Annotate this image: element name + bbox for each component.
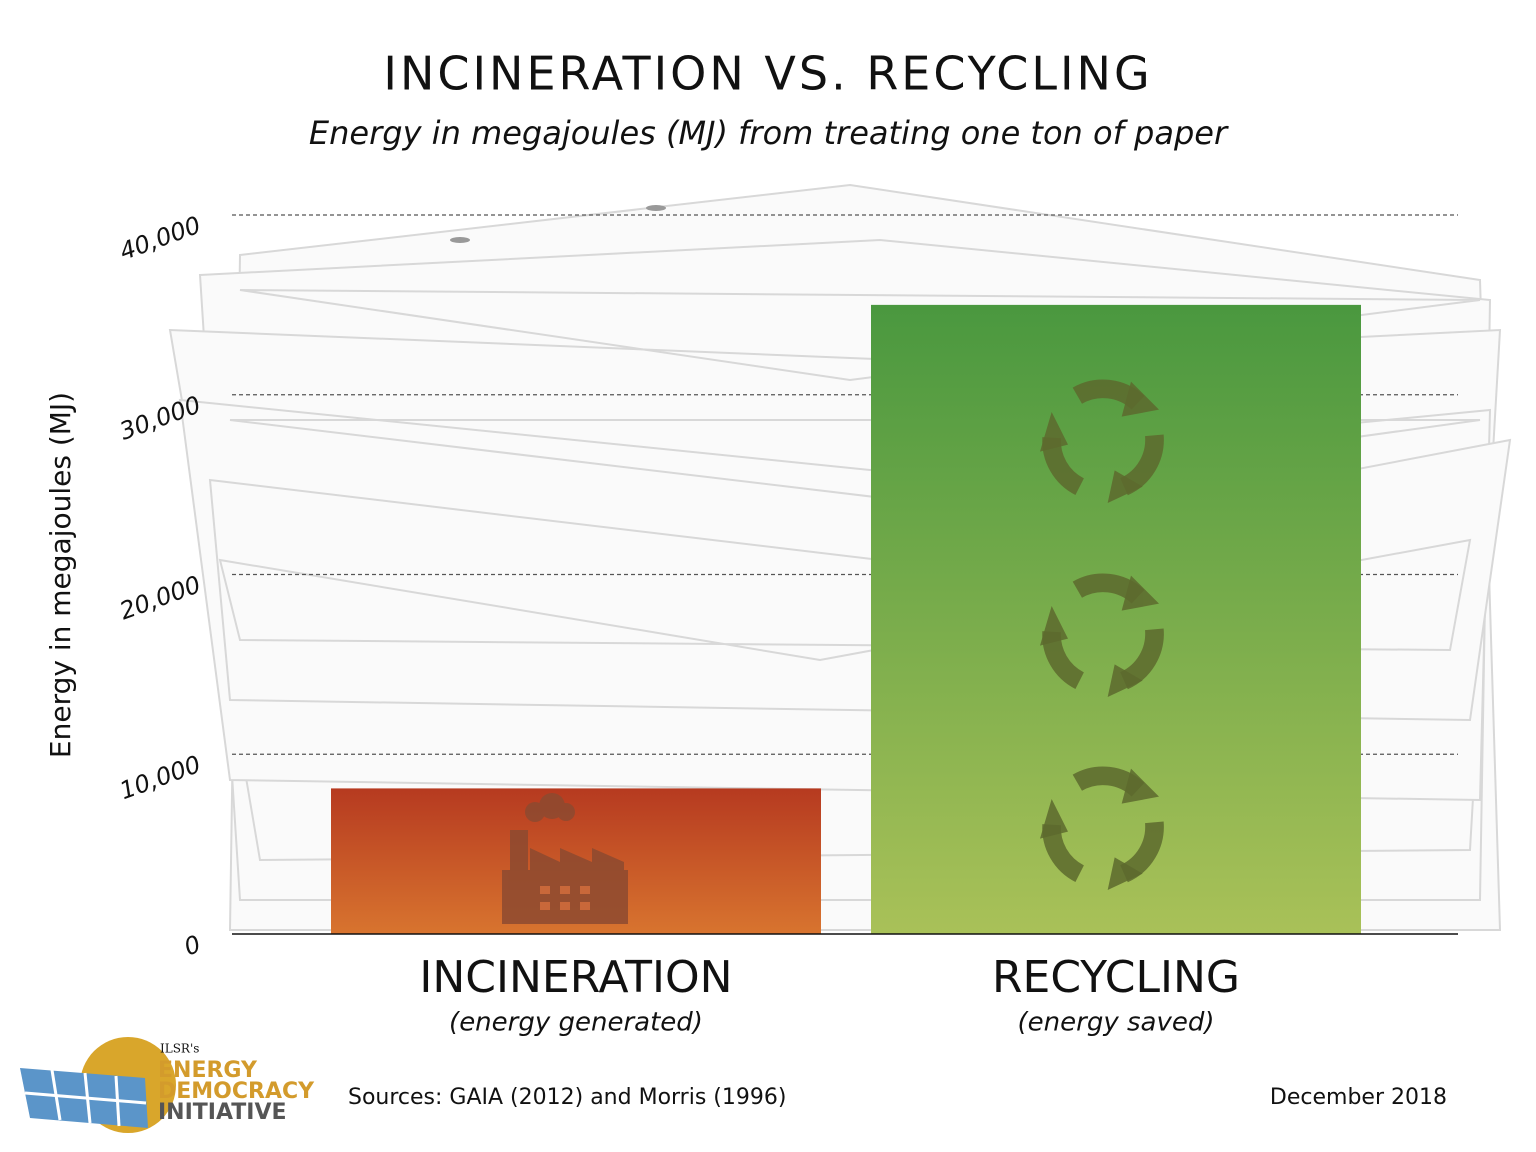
- logo: ILSR's ENERGY DEMOCRACY INITIATIVE: [20, 1037, 315, 1133]
- logo-org: ILSR's: [160, 1042, 199, 1056]
- chart-subtitle: Energy in megajoules (MJ) from treating …: [309, 114, 1229, 152]
- x-tick-note: (energy generated): [449, 1008, 703, 1038]
- logo-line: DEMOCRACY: [158, 1079, 315, 1104]
- chart-title: INCINERATION VS. RECYCLING: [383, 47, 1152, 101]
- x-tick-label: INCINERATION: [419, 952, 732, 1003]
- bar: [871, 304, 1361, 934]
- logo-line: INITIATIVE: [158, 1100, 287, 1125]
- x-tick-label: RECYCLING: [992, 952, 1240, 1003]
- y-tick-label: 0: [181, 930, 205, 962]
- grid: [232, 214, 1458, 755]
- y-tick-label: 10,000: [116, 750, 204, 805]
- sources: Sources: GAIA (2012) and Morris (1996): [348, 1085, 786, 1110]
- y-tick-label: 40,000: [116, 211, 204, 266]
- y-tick-label: 20,000: [116, 570, 204, 625]
- x-tick-note: (energy saved): [1018, 1008, 1215, 1038]
- logo-line: ENERGY: [158, 1058, 258, 1083]
- y-axis-label: Energy in megajoules (MJ): [44, 392, 77, 758]
- icons: [502, 382, 1159, 924]
- date: December 2018: [1270, 1085, 1447, 1110]
